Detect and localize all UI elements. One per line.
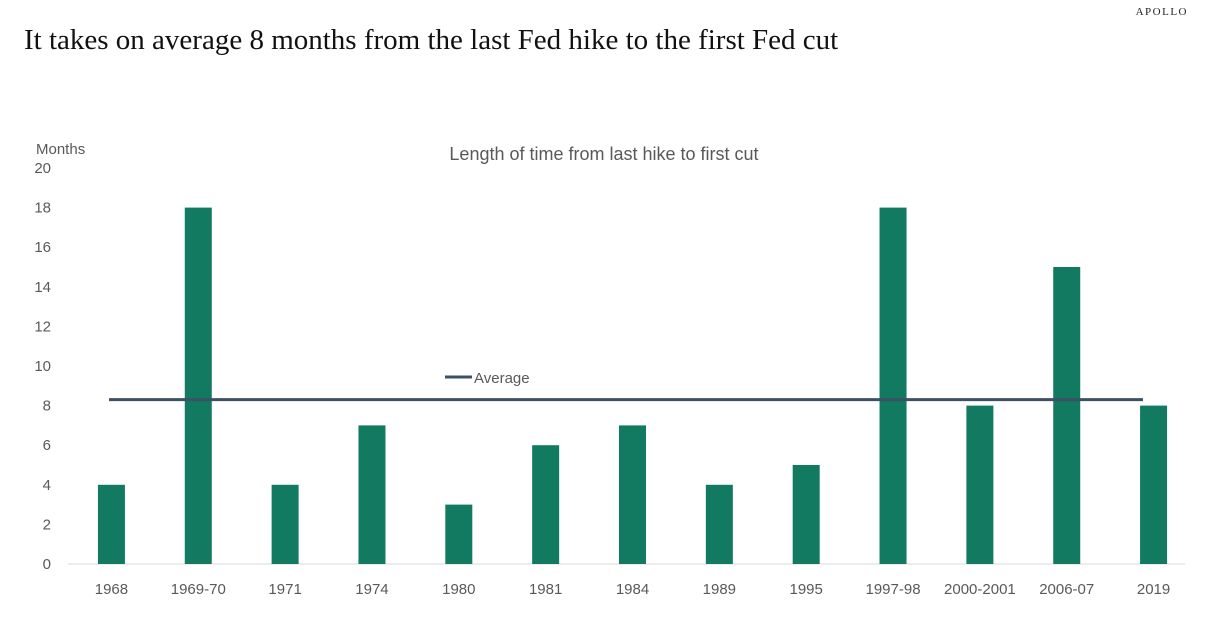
y-tick-label: 16 — [34, 239, 51, 256]
y-tick-label: 20 — [34, 160, 51, 177]
y-tick-label: 8 — [43, 398, 51, 415]
x-tick-label: 2006-07 — [1039, 581, 1094, 598]
y-tick-label: 4 — [43, 477, 51, 494]
x-tick-label: 1984 — [616, 581, 649, 598]
bar-1968 — [97, 484, 125, 564]
bar-1989 — [705, 484, 733, 564]
x-tick-label: 1974 — [355, 581, 388, 598]
x-tick-label: 1980 — [442, 581, 475, 598]
y-axis-label: Months — [36, 141, 85, 158]
x-tick-label: 1995 — [790, 581, 823, 598]
bar-1980 — [445, 504, 473, 564]
bar-1995 — [792, 465, 820, 564]
x-tick-label: 1989 — [703, 581, 736, 598]
x-tick-label: 1968 — [95, 581, 128, 598]
y-tick-label: 2 — [43, 516, 51, 533]
bar-1984 — [619, 425, 646, 564]
chart-title: Length of time from last hike to first c… — [449, 144, 758, 164]
x-tick-label: 1969-70 — [171, 581, 226, 598]
x-tick-label: 2019 — [1137, 581, 1170, 598]
bar-1974 — [358, 425, 386, 564]
bar-1981 — [532, 445, 560, 564]
bar-series — [97, 207, 1168, 564]
x-tick-label: 1981 — [529, 581, 562, 598]
bar-2019 — [1140, 405, 1168, 564]
y-tick-label: 14 — [34, 279, 51, 296]
y-tick-label: 18 — [34, 200, 51, 217]
y-tick-label: 0 — [43, 556, 51, 573]
bar-1971 — [271, 484, 299, 564]
x-axis-ticks: 1968 1969-70 1971 1974 1980 1981 1984 1989 1995 1… — [95, 581, 1171, 598]
y-axis-ticks: 0 2 4 6 8 10 12 14 16 18 20 — [34, 160, 51, 573]
brand-logo: APOLLO — [1135, 6, 1188, 18]
bar-2000-2001 — [966, 405, 994, 564]
page-headline: It takes on average 8 months from the la… — [24, 24, 839, 56]
bar-2006-07 — [1053, 267, 1081, 564]
y-tick-label: 10 — [34, 358, 51, 375]
bar-1969-70 — [184, 207, 212, 564]
x-tick-label: 2000-2001 — [944, 581, 1016, 598]
x-tick-label: 1971 — [268, 581, 301, 598]
y-tick-label: 6 — [43, 437, 51, 454]
legend-average-label: Average — [474, 370, 530, 387]
x-tick-label: 1997-98 — [866, 581, 921, 598]
bar-1997-98 — [879, 207, 907, 564]
y-tick-label: 12 — [34, 318, 51, 335]
legend: Average — [445, 370, 530, 387]
